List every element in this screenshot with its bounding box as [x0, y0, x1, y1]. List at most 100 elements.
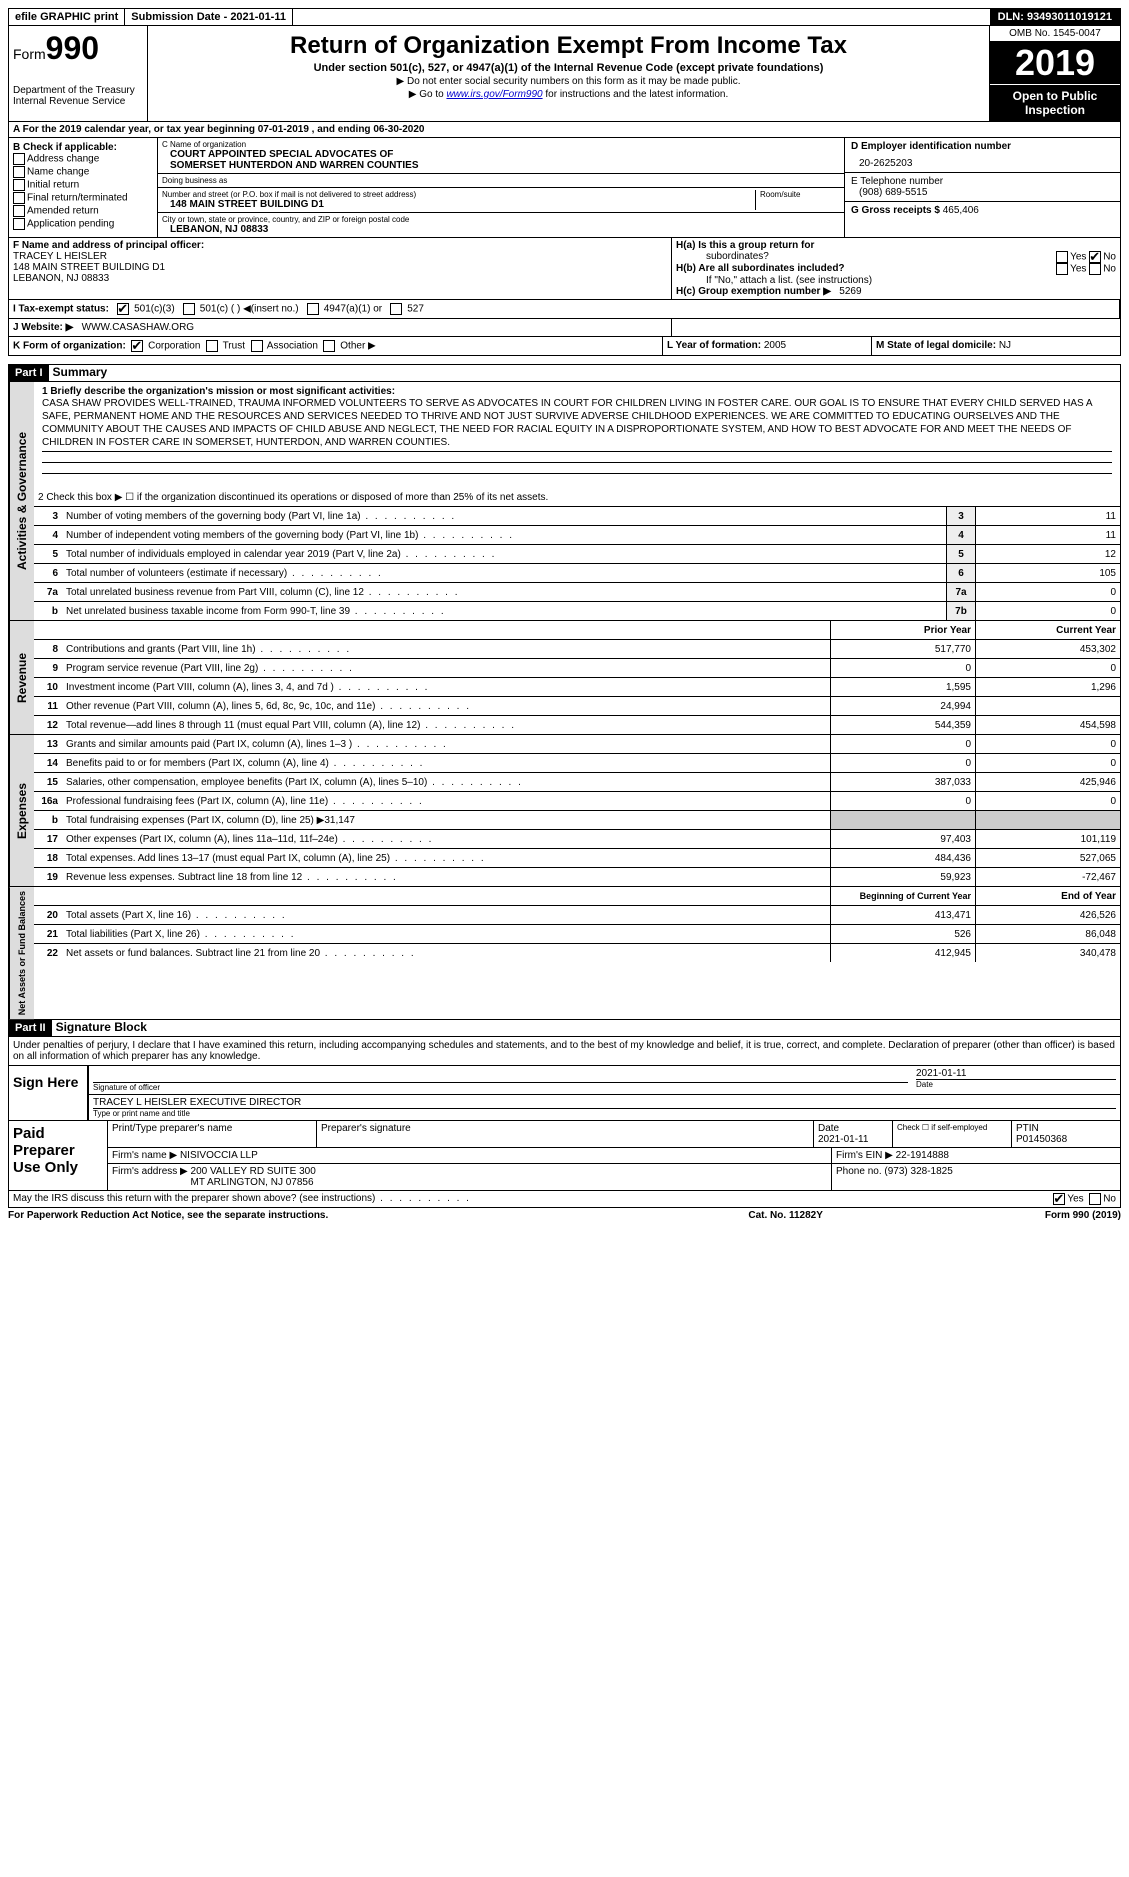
- vtab-net-assets: Net Assets or Fund Balances: [9, 887, 34, 1019]
- dln: DLN: 93493011019121: [990, 9, 1120, 25]
- sign-here-label: Sign Here: [9, 1066, 89, 1120]
- summary-line-21: 21Total liabilities (Part X, line 26)526…: [34, 925, 1120, 944]
- h-b-yes[interactable]: [1056, 263, 1068, 275]
- part1-header-row: Part I Summary: [8, 364, 1121, 382]
- year-formation: 2005: [764, 340, 786, 351]
- check-address-change[interactable]: Address change: [13, 153, 153, 165]
- summary-line-b: bNet unrelated business taxable income f…: [34, 602, 1120, 620]
- form-header: Form990 Department of the Treasury Inter…: [8, 26, 1121, 122]
- row-a-tax-year: A For the 2019 calendar year, or tax yea…: [8, 122, 1121, 138]
- paid-preparer-section: Paid Preparer Use Only Print/Type prepar…: [8, 1121, 1121, 1191]
- form-title: Return of Organization Exempt From Incom…: [152, 32, 985, 60]
- officer-addr1: 148 MAIN STREET BUILDING D1: [13, 262, 667, 273]
- org-name: COURT APPOINTED SPECIAL ADVOCATES OF SOM…: [162, 149, 840, 171]
- summary-line-14: 14Benefits paid to or for members (Part …: [34, 754, 1120, 773]
- discuss-yes[interactable]: [1053, 1193, 1065, 1205]
- state-domicile: NJ: [999, 340, 1011, 351]
- firm-name: NISIVOCCIA LLP: [180, 1150, 258, 1161]
- check-name-change[interactable]: Name change: [13, 166, 153, 178]
- check-501c[interactable]: [183, 303, 195, 315]
- check-4947[interactable]: [307, 303, 319, 315]
- part2-label: Part II: [9, 1020, 52, 1036]
- row-k: K Form of organization: Corporation Trus…: [8, 337, 1121, 356]
- check-501c3[interactable]: [117, 303, 129, 315]
- firm-phone: (973) 328-1825: [884, 1166, 952, 1177]
- h-a-yes[interactable]: [1056, 251, 1068, 263]
- summary-line-7a: 7aTotal unrelated business revenue from …: [34, 583, 1120, 602]
- summary-line-12: 12Total revenue—add lines 8 through 11 (…: [34, 716, 1120, 734]
- summary-line-16a: 16aProfessional fundraising fees (Part I…: [34, 792, 1120, 811]
- perjury-declaration: Under penalties of perjury, I declare th…: [9, 1037, 1120, 1066]
- city-state-zip: LEBANON, NJ 08833: [162, 224, 840, 235]
- summary-line-6: 6Total number of volunteers (estimate if…: [34, 564, 1120, 583]
- check-assoc[interactable]: [251, 340, 263, 352]
- tax-year: 2019: [990, 42, 1120, 84]
- ein: 20-2625203: [851, 158, 1114, 169]
- paid-preparer-label: Paid Preparer Use Only: [9, 1121, 108, 1190]
- summary-line-11: 11Other revenue (Part VIII, column (A), …: [34, 697, 1120, 716]
- officer-name: TRACEY L HEISLER: [13, 251, 667, 262]
- notice-link: ▶ Go to www.irs.gov/Form990 for instruct…: [152, 89, 985, 100]
- summary-line-20: 20Total assets (Part X, line 16)413,4714…: [34, 906, 1120, 925]
- paperwork-notice: For Paperwork Reduction Act Notice, see …: [8, 1210, 526, 1221]
- group-exemption: 5269: [839, 286, 861, 297]
- summary-line-17: 17Other expenses (Part IX, column (A), l…: [34, 830, 1120, 849]
- discuss-with-preparer: May the IRS discuss this return with the…: [8, 1191, 1121, 1208]
- firm-ein: 22-1914888: [896, 1150, 949, 1161]
- summary-line-b: bTotal fundraising expenses (Part IX, co…: [34, 811, 1120, 830]
- summary-line-4: 4Number of independent voting members of…: [34, 526, 1120, 545]
- top-bar: efile GRAPHIC print Submission Date - 20…: [8, 8, 1121, 26]
- h-a-no[interactable]: [1089, 251, 1101, 263]
- summary-line-19: 19Revenue less expenses. Subtract line 1…: [34, 868, 1120, 886]
- signature-block: Under penalties of perjury, I declare th…: [8, 1037, 1121, 1121]
- check-initial-return[interactable]: Initial return: [13, 179, 153, 191]
- part1-title: Summary: [49, 365, 108, 381]
- part2-header-row: Part II Signature Block: [8, 1020, 1121, 1037]
- open-to-public: Open to Public Inspection: [990, 84, 1120, 121]
- part1-label: Part I: [9, 365, 49, 381]
- street-address: 148 MAIN STREET BUILDING D1: [162, 199, 755, 210]
- gross-receipts: 465,406: [943, 205, 979, 216]
- revenue-section: Revenue Prior Year Current Year 8Contrib…: [8, 621, 1121, 735]
- ptin: P01450368: [1016, 1134, 1116, 1145]
- check-other[interactable]: [323, 340, 335, 352]
- check-final-return[interactable]: Final return/terminated: [13, 192, 153, 204]
- form-number: Form990: [13, 30, 143, 67]
- h-b-no[interactable]: [1089, 263, 1101, 275]
- page-footer: For Paperwork Reduction Act Notice, see …: [8, 1210, 1121, 1221]
- summary-line-8: 8Contributions and grants (Part VIII, li…: [34, 640, 1120, 659]
- check-corp[interactable]: [131, 340, 143, 352]
- website: WWW.CASASHAW.ORG: [82, 322, 194, 333]
- column-c-org-info: C Name of organization COURT APPOINTED S…: [158, 138, 844, 237]
- activities-governance-section: Activities & Governance 1 Briefly descri…: [8, 382, 1121, 621]
- check-application-pending[interactable]: Application pending: [13, 218, 153, 230]
- row-i: I Tax-exempt status: 501(c)(3) 501(c) ( …: [8, 300, 1121, 319]
- summary-line-5: 5Total number of individuals employed in…: [34, 545, 1120, 564]
- form-number-footer: Form 990 (2019): [1045, 1210, 1121, 1221]
- mission-statement: CASA SHAW PROVIDES WELL-TRAINED, TRAUMA …: [42, 397, 1112, 449]
- summary-line-18: 18Total expenses. Add lines 13–17 (must …: [34, 849, 1120, 868]
- check-amended-return[interactable]: Amended return: [13, 205, 153, 217]
- summary-line-10: 10Investment income (Part VIII, column (…: [34, 678, 1120, 697]
- vtab-activities: Activities & Governance: [9, 382, 34, 620]
- efile-label: efile GRAPHIC print: [9, 9, 125, 25]
- firm-address: 200 VALLEY RD SUITE 300 MT ARLINGTON, NJ…: [191, 1166, 316, 1188]
- summary-line-3: 3Number of voting members of the governi…: [34, 507, 1120, 526]
- check-trust[interactable]: [206, 340, 218, 352]
- section-b-container: B Check if applicable: Address change Na…: [8, 138, 1121, 238]
- row-f-h: F Name and address of principal officer:…: [8, 238, 1121, 300]
- form-subtitle: Under section 501(c), 527, or 4947(a)(1)…: [152, 62, 985, 74]
- summary-line-22: 22Net assets or fund balances. Subtract …: [34, 944, 1120, 962]
- check-527[interactable]: [390, 303, 402, 315]
- submission-date: Submission Date - 2021-01-11: [125, 9, 293, 25]
- irs-link[interactable]: www.irs.gov/Form990: [446, 89, 542, 100]
- discuss-no[interactable]: [1089, 1193, 1101, 1205]
- omb-number: OMB No. 1545-0047: [990, 26, 1120, 42]
- notice-ssn: ▶ Do not enter social security numbers o…: [152, 76, 985, 87]
- column-b-checkboxes: B Check if applicable: Address change Na…: [9, 138, 158, 237]
- officer-addr2: LEBANON, NJ 08833: [13, 273, 667, 284]
- vtab-expenses: Expenses: [9, 735, 34, 886]
- officer-printed-name: TRACEY L HEISLER EXECUTIVE DIRECTOR: [93, 1097, 1116, 1108]
- summary-line-9: 9Program service revenue (Part VIII, lin…: [34, 659, 1120, 678]
- summary-line-15: 15Salaries, other compensation, employee…: [34, 773, 1120, 792]
